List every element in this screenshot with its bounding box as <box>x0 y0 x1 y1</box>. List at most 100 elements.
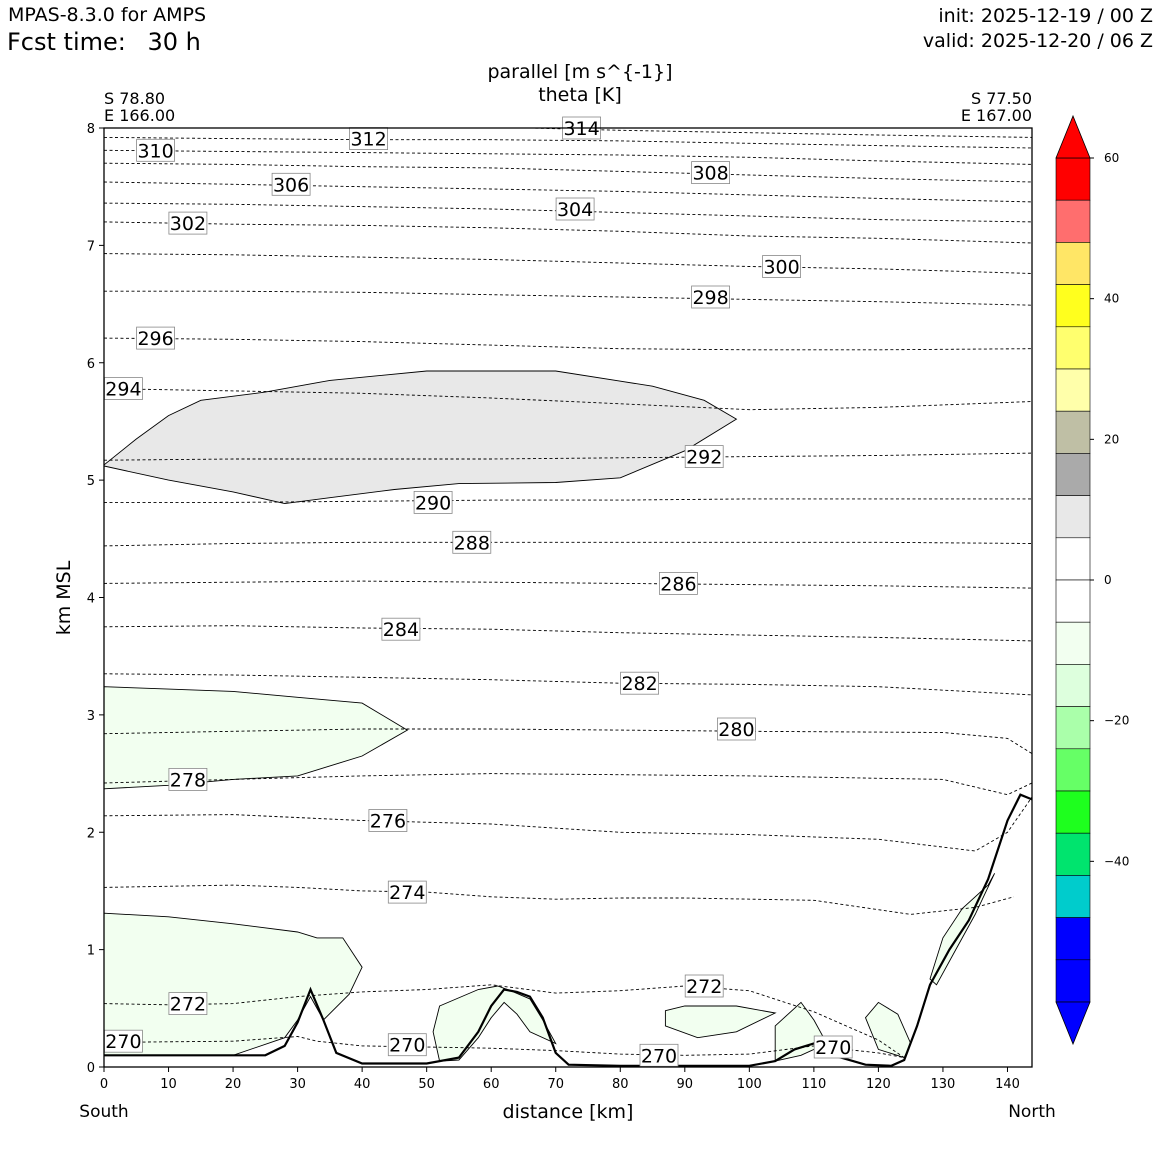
contour-label: 302 <box>170 213 206 235</box>
colorbar-segment <box>1055 157 1091 201</box>
x-end-label: North <box>1008 1102 1056 1122</box>
contour-label: 292 <box>686 447 722 469</box>
theta-isentrope <box>104 580 1032 589</box>
contour-label-box <box>271 172 311 196</box>
colorbar-segment <box>1055 242 1091 285</box>
colorbar-segment <box>1055 621 1091 665</box>
contour-label: 314 <box>563 118 599 140</box>
x-tick-label: 0 <box>100 1077 108 1092</box>
y-tick-label: 2 <box>87 826 95 841</box>
contour-label-box <box>762 255 801 278</box>
x-tick-label: 80 <box>612 1077 629 1092</box>
model-title: MPAS-8.3.0 for AMPS <box>8 4 207 26</box>
theta-isentrope <box>104 796 1032 852</box>
x-tick-label: 110 <box>801 1077 826 1092</box>
contour-label-box <box>691 161 730 185</box>
theta-isentrope <box>104 984 905 1058</box>
colorbar-segment <box>1055 748 1091 792</box>
theta-isentrope <box>104 673 1032 696</box>
y-tick-label: 4 <box>87 592 95 607</box>
contour-label: 304 <box>557 199 593 221</box>
theta-isentrope <box>104 149 1032 165</box>
chart-title-line1: parallel [m s^{-1}] <box>487 61 672 83</box>
contour-label-box <box>368 809 408 832</box>
theta-isentrope <box>104 162 1032 183</box>
contour-label-box <box>136 326 176 350</box>
contour-label: 300 <box>763 257 799 279</box>
colorbar-tick-label: 60 <box>1104 151 1119 165</box>
x-tick-label: 100 <box>737 1077 762 1092</box>
contour-label: 296 <box>137 328 173 350</box>
contour-label-box <box>413 490 453 514</box>
colorbar-segment <box>1055 706 1091 750</box>
contour-label-box <box>168 768 208 791</box>
contour-label: 272 <box>686 976 722 998</box>
colorbar-segment <box>1055 664 1091 707</box>
theta-isentrope <box>104 773 1032 796</box>
theta-isentrope <box>104 728 1032 754</box>
right-point-lon: E 167.00 <box>961 106 1032 125</box>
wind-region <box>864 1001 912 1059</box>
theta-isentrope <box>104 136 1032 149</box>
y-tick-label: 5 <box>87 474 95 489</box>
contour-label-box <box>452 530 492 554</box>
colorbar-tick-label: 20 <box>1104 432 1119 446</box>
contour-label-box <box>717 717 756 741</box>
y-tick-label: 0 <box>87 1061 95 1076</box>
theta-isentrope <box>104 388 1032 411</box>
theta-isentrope <box>104 541 1032 547</box>
contour-label: 310 <box>137 140 173 162</box>
wind-region <box>432 985 557 1062</box>
contour-label: 270 <box>815 1037 851 1059</box>
contour-label: 270 <box>641 1045 677 1067</box>
colorbar-over-arrow <box>1055 114 1091 159</box>
colorbar-under-arrow <box>1055 1001 1091 1046</box>
theta-isentrope <box>104 221 1032 244</box>
contour-label-box <box>684 974 724 998</box>
theta-isentrope <box>104 181 1032 203</box>
contour-label: 278 <box>170 769 206 791</box>
colorbar-tick-label: −20 <box>1104 714 1129 728</box>
x-tick-label: 90 <box>677 1077 694 1092</box>
colorbar-segment <box>1055 959 1091 1003</box>
y-tick-label: 8 <box>87 122 95 137</box>
x-axis-label: distance [km] <box>503 1101 634 1123</box>
y-tick-label: 1 <box>87 944 95 959</box>
x-tick-label: 70 <box>547 1077 564 1092</box>
colorbar-segment <box>1055 790 1091 834</box>
contour-label-box <box>387 880 427 904</box>
theta-isentrope <box>104 253 1032 274</box>
contour-label: 312 <box>350 129 386 151</box>
x-tick-label: 50 <box>418 1077 435 1092</box>
wind-region <box>664 1005 777 1039</box>
contour-label-box <box>168 211 208 235</box>
contour-label: 276 <box>370 811 406 833</box>
colorbar-segment <box>1055 579 1091 623</box>
x-tick-label: 60 <box>483 1077 500 1092</box>
colorbar-segment <box>1055 832 1091 876</box>
colorbar-segment <box>1055 453 1091 496</box>
theta-isentrope <box>104 290 1032 306</box>
terrain-line <box>104 793 1032 1067</box>
contour-label-box <box>620 671 659 695</box>
colorbar-segment <box>1055 326 1091 370</box>
contour-label: 286 <box>660 573 696 595</box>
chart-title-line2: theta [K] <box>538 84 622 106</box>
fcst-time-label: Fcst time: <box>7 28 126 56</box>
contour-label: 282 <box>621 673 657 695</box>
y-tick-label: 6 <box>87 357 95 372</box>
contour-label-box <box>555 197 595 221</box>
colorbar-segment <box>1055 495 1091 539</box>
theta-isentrope <box>104 498 1032 503</box>
x-tick-label: 30 <box>289 1077 306 1092</box>
colorbar-segment <box>1055 199 1091 243</box>
contour-label: 272 <box>170 994 206 1016</box>
contour-label-box <box>168 992 208 1015</box>
colorbar-segment <box>1055 875 1091 918</box>
contour-label: 280 <box>718 719 754 741</box>
theta-isentrope <box>104 625 1032 642</box>
y-tick-label: 3 <box>87 709 95 724</box>
theta-isentrope <box>104 884 1015 915</box>
x-tick-label: 130 <box>931 1077 956 1092</box>
